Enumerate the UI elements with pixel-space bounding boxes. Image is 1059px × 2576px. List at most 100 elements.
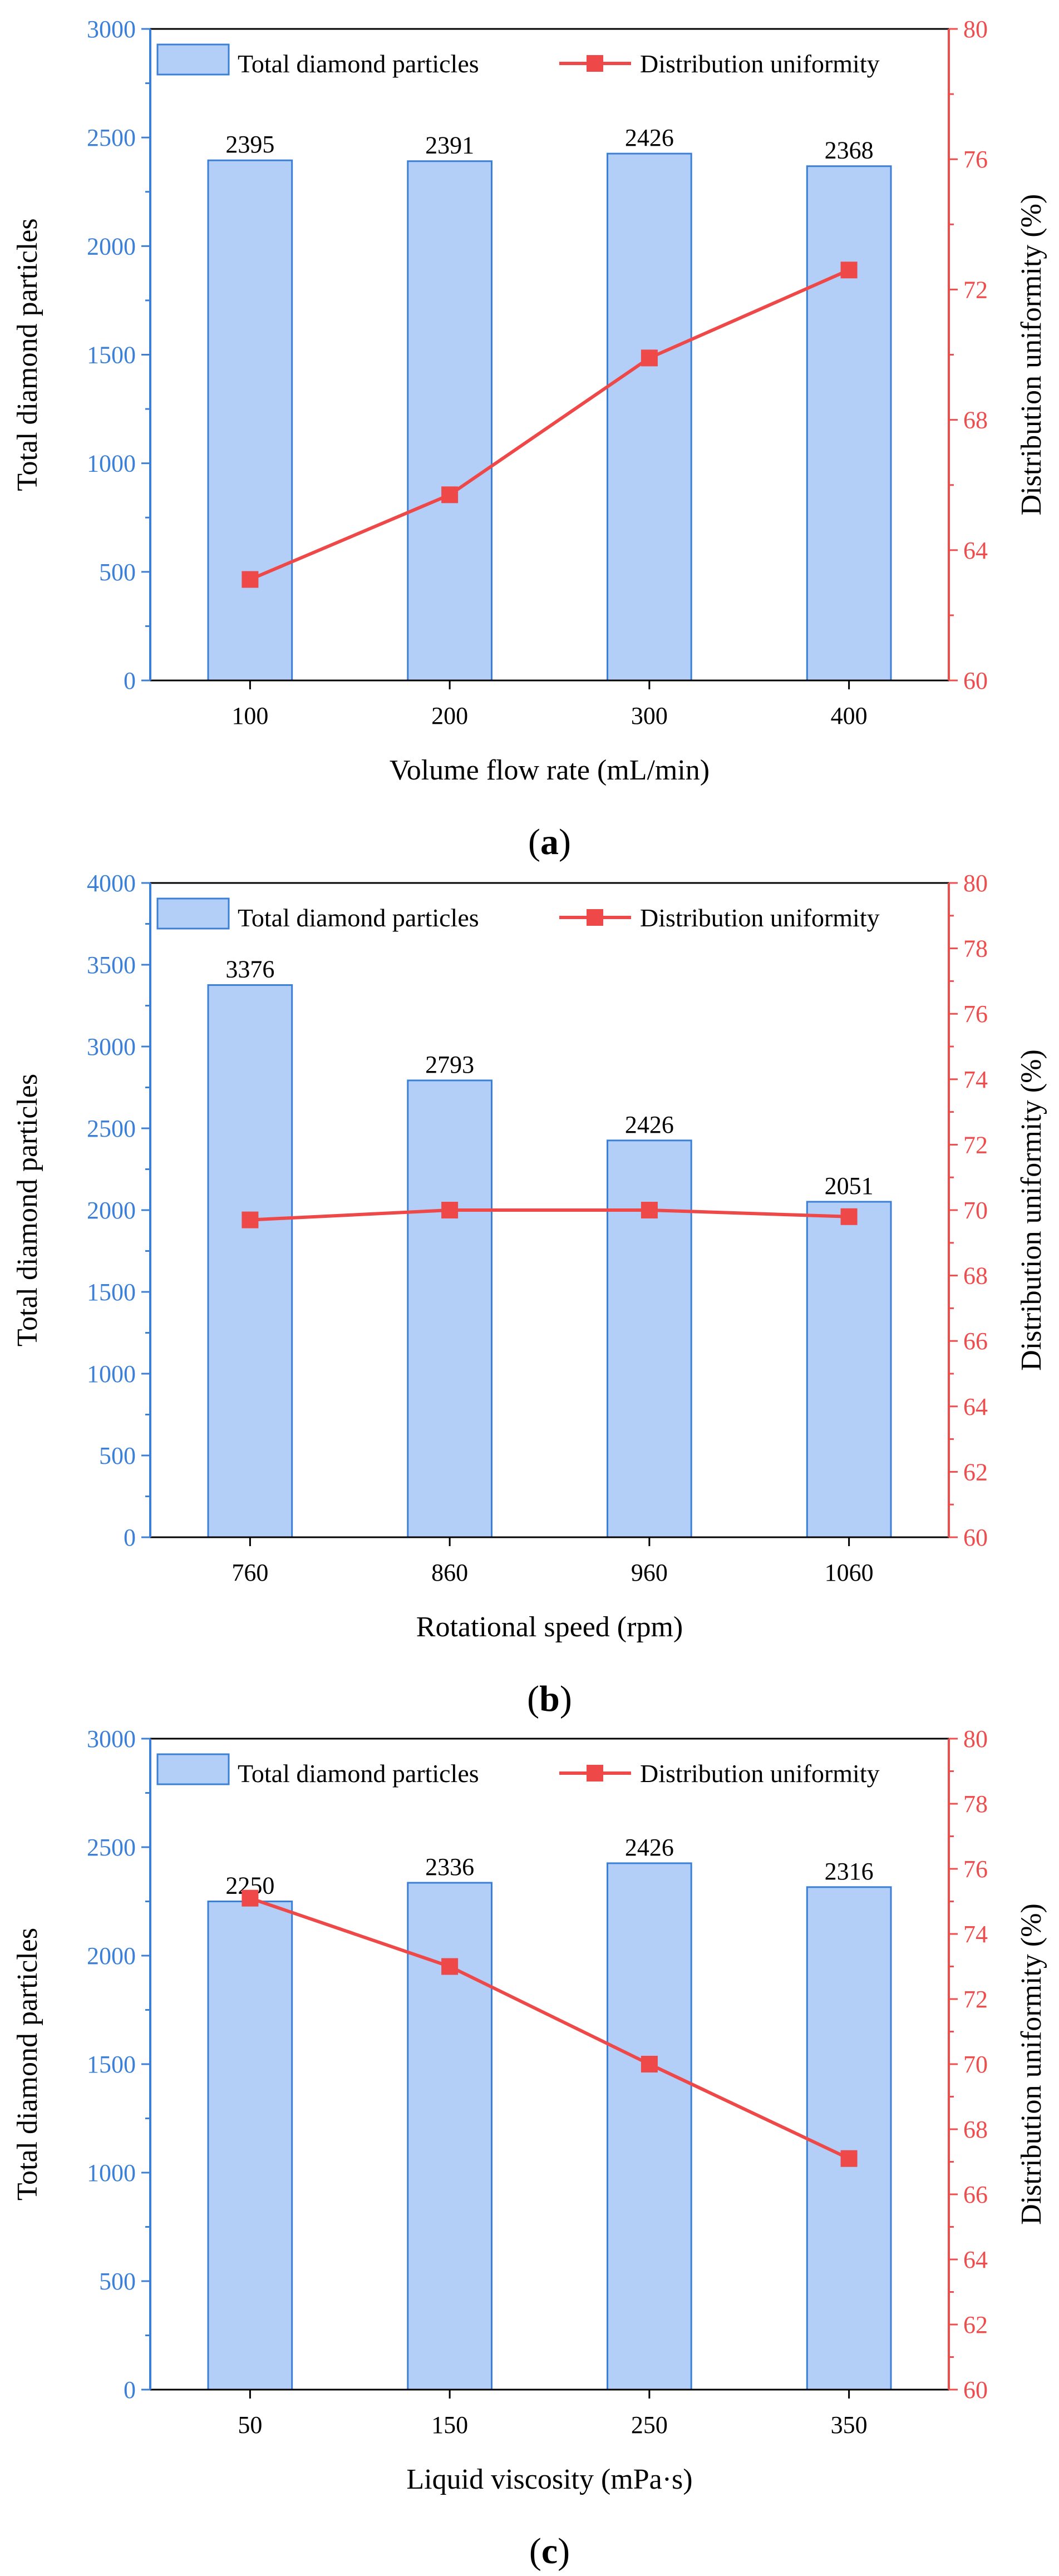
left-y-axis-title: Total diamond particles — [12, 1928, 43, 2200]
bar-value-label: 2391 — [425, 132, 474, 159]
legend-bar-swatch — [156, 43, 230, 76]
left-y-tick-label: 2000 — [87, 1942, 136, 1970]
legend-line-label: Distribution uniformity — [640, 904, 880, 932]
bar-50[interactable] — [207, 1901, 293, 2391]
legend-bar-swatch — [156, 897, 230, 930]
right-y-tick-label: 62 — [963, 2311, 988, 2338]
right-y-tick-label: 68 — [963, 407, 988, 434]
right-y-tick-label: 64 — [963, 2246, 988, 2273]
right-y-tick-label: 66 — [963, 2181, 988, 2208]
right-y-tick-label: 76 — [963, 146, 988, 173]
chart-panel-2: 3376 2793 2426 2051 0 500 1000 1500 2000 2500 3000… — [12, 870, 1047, 1719]
right-y-tick-label: 64 — [963, 1393, 988, 1420]
x-tick-label: 50 — [238, 2411, 262, 2439]
bar-400[interactable] — [806, 165, 892, 682]
uniformity-line — [250, 1208, 849, 1222]
right-y-tick-label: 70 — [963, 2051, 988, 2078]
right-y-tick-label: 66 — [963, 1328, 988, 1355]
left-y-tick-label: 3500 — [87, 951, 136, 979]
left-y-tick-label: 500 — [99, 559, 136, 586]
bar-1060[interactable] — [806, 1201, 892, 1538]
bar-200[interactable] — [407, 160, 492, 682]
legend-bar-swatch — [156, 1753, 230, 1785]
right-y-tick-label: 72 — [963, 276, 988, 303]
left-y-tick-label: 0 — [124, 667, 136, 694]
panel-label: (b) — [527, 1679, 572, 1719]
bar-value-label: 2368 — [825, 137, 874, 164]
left-y-tick-label: 1500 — [87, 342, 136, 369]
right-y-tick-label: 72 — [963, 1986, 988, 2013]
uniformity-point-250[interactable] — [641, 2056, 658, 2072]
bar-value-label: 2426 — [625, 124, 674, 151]
left-y-tick-label: 2000 — [87, 1197, 136, 1224]
left-y-tick-label: 500 — [99, 2268, 136, 2295]
uniformity-point-860[interactable] — [441, 1202, 459, 1218]
uniformity-point-150[interactable] — [441, 1958, 459, 1975]
left-y-axis-title: Total diamond particles — [12, 1074, 43, 1346]
bar-860[interactable] — [407, 1079, 492, 1538]
legend-line-marker — [587, 1765, 603, 1782]
left-y-tick-label: 2000 — [87, 233, 136, 260]
right-y-axis-title: Distribution uniformity (%) — [1016, 194, 1047, 516]
right-y-tick-label: 80 — [963, 1725, 988, 1753]
left-y-tick-label: 0 — [124, 2376, 136, 2404]
uniformity-point-50[interactable] — [242, 1889, 259, 1907]
bar-value-label: 3376 — [225, 956, 274, 983]
bar-760[interactable] — [207, 984, 293, 1538]
x-tick-label: 250 — [631, 2411, 668, 2439]
uniformity-point-1060[interactable] — [840, 1208, 858, 1225]
right-y-axis-title: Distribution uniformity (%) — [1016, 1903, 1047, 2225]
uniformity-point-960[interactable] — [641, 1202, 658, 1218]
bar-value-label: 2395 — [225, 131, 274, 158]
x-axis-title: Liquid viscosity (mPa·s) — [406, 2464, 692, 2495]
bar-350[interactable] — [806, 1886, 892, 2391]
left-y-tick-label: 0 — [124, 1524, 136, 1551]
left-y-tick-label: 3000 — [87, 1033, 136, 1060]
left-y-tick-label: 3000 — [87, 16, 136, 43]
x-tick-label: 100 — [231, 702, 268, 729]
panel-label: (c) — [529, 2531, 570, 2572]
right-y-tick-label: 62 — [963, 1458, 988, 1486]
bar-250[interactable] — [607, 1862, 692, 2391]
legend-bar-label: Total diamond particles — [238, 904, 479, 932]
x-tick-label: 350 — [831, 2411, 868, 2439]
chart-panel-3: 2250233624262316050010001500200025003000… — [12, 1725, 1047, 2572]
bar-value-label: 2316 — [825, 1858, 874, 1885]
x-tick-label: 860 — [431, 1559, 468, 1586]
legend-line-label: Distribution uniformity — [640, 50, 880, 78]
left-y-tick-label: 1000 — [87, 1360, 136, 1388]
left-y-axis-title: Total diamond particles — [12, 218, 43, 491]
uniformity-point-300[interactable] — [641, 349, 658, 367]
right-y-tick-label: 70 — [963, 1197, 988, 1224]
uniformity-point-100[interactable] — [242, 571, 259, 588]
right-y-tick-label: 68 — [963, 2116, 988, 2143]
x-tick-label: 300 — [631, 702, 668, 729]
x-tick-label: 960 — [631, 1559, 668, 1586]
left-y-tick-label: 2500 — [87, 1115, 136, 1142]
legend-line-marker — [587, 55, 603, 72]
right-y-tick-label: 80 — [963, 16, 988, 43]
left-y-tick-label: 1000 — [87, 450, 136, 477]
bar-960[interactable] — [607, 1139, 692, 1538]
left-y-tick-label: 500 — [99, 1442, 136, 1469]
right-y-tick-label: 76 — [963, 1000, 988, 1028]
bar-value-label: 2426 — [625, 1834, 674, 1861]
legend-bar-label: Total diamond particles — [238, 50, 479, 78]
bar-value-label: 2793 — [425, 1051, 474, 1078]
uniformity-point-760[interactable] — [242, 1211, 259, 1228]
x-tick-label: 200 — [431, 702, 468, 729]
uniformity-point-400[interactable] — [840, 261, 858, 279]
bar-100[interactable] — [207, 159, 293, 682]
bar-300[interactable] — [607, 152, 692, 682]
uniformity-point-350[interactable] — [840, 2150, 858, 2167]
uniformity-line — [249, 268, 850, 581]
x-tick-label: 400 — [831, 702, 868, 729]
bar-value-label: 2336 — [425, 1853, 474, 1881]
uniformity-point-200[interactable] — [441, 486, 459, 504]
left-y-tick-label: 3000 — [87, 1725, 136, 1753]
right-y-tick-label: 64 — [963, 537, 988, 564]
panel-label: (a) — [528, 822, 571, 862]
bar-value-label: 2051 — [825, 1172, 874, 1200]
